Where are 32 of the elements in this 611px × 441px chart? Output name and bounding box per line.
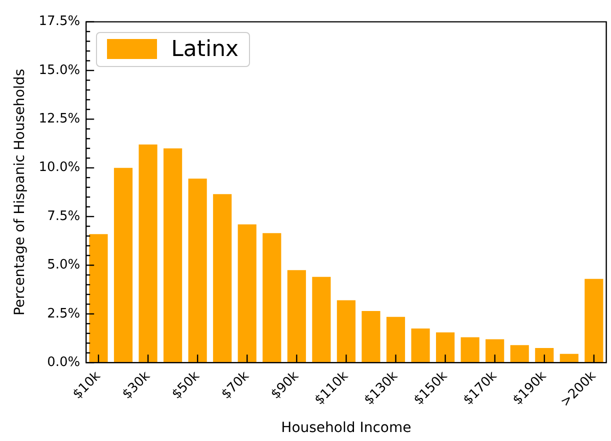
bar [336, 300, 356, 363]
bar [164, 148, 182, 363]
bar [436, 332, 455, 363]
y-tick-label: 5.0% [47, 258, 80, 273]
y-tick-label: 12.5% [38, 112, 80, 127]
y-tick-label: 7.5% [47, 208, 80, 224]
bar [535, 348, 554, 363]
bar [411, 328, 430, 363]
y-tick-label: 17.5% [38, 14, 80, 30]
bar [584, 278, 604, 363]
bar [138, 144, 158, 363]
y-axis-title: Percentage of Hispanic Households [12, 68, 28, 316]
bar [486, 339, 504, 363]
bar [238, 224, 256, 363]
legend-label: Latinx [171, 36, 239, 62]
bar [262, 233, 282, 363]
bar [560, 354, 578, 363]
bar [460, 337, 480, 363]
bar [213, 194, 232, 363]
bar [510, 345, 529, 363]
bar [362, 310, 380, 363]
bar [386, 316, 406, 363]
bar [188, 178, 207, 363]
bar [114, 168, 133, 363]
x-axis-title: Household Income [281, 420, 412, 436]
y-tick-label: 15.0% [38, 62, 80, 78]
y-tick-label: 0.0% [47, 354, 80, 370]
y-tick-label: 2.5% [47, 306, 80, 322]
bar [89, 234, 108, 363]
y-tick-label: 10.0% [38, 160, 80, 176]
bar [312, 276, 331, 363]
bar [287, 270, 306, 363]
